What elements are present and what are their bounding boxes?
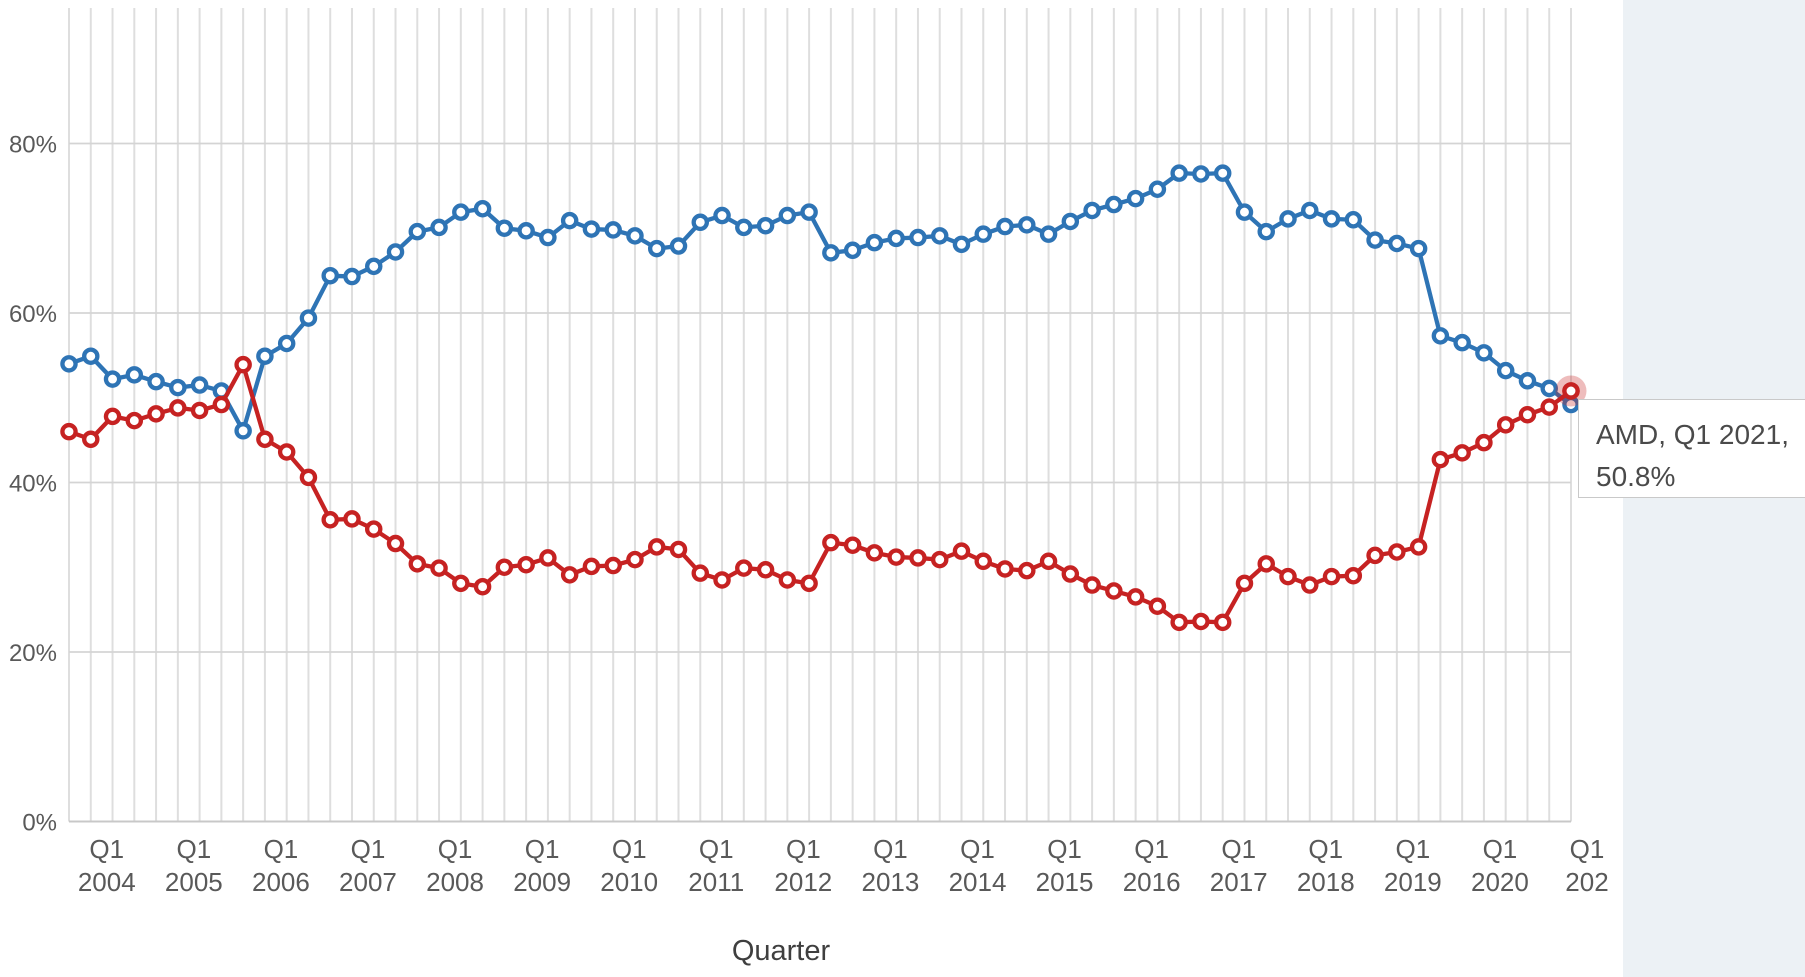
svg-text:Q1: Q1 [176,834,211,864]
svg-text:Q1: Q1 [438,834,473,864]
svg-text:Q1: Q1 [612,834,647,864]
svg-text:Q1: Q1 [960,834,995,864]
svg-text:20%: 20% [9,640,57,667]
svg-text:2009: 2009 [513,867,571,897]
intel-series [60,164,1580,440]
svg-text:2019: 2019 [1384,867,1442,897]
svg-text:Q1: Q1 [1570,834,1605,864]
svg-text:Q1: Q1 [525,834,560,864]
svg-text:2016: 2016 [1123,867,1181,897]
svg-text:Q1: Q1 [786,834,821,864]
amd-series [60,355,1580,632]
svg-text:80%: 80% [9,131,57,158]
svg-text:Q1: Q1 [89,834,124,864]
svg-text:Q1: Q1 [873,834,908,864]
highlighted-point[interactable] [1555,375,1587,407]
svg-text:2018: 2018 [1297,867,1355,897]
svg-text:2017: 2017 [1210,867,1268,897]
x-gridlines [68,8,1572,822]
svg-text:Q1: Q1 [1308,834,1343,864]
svg-text:Q1: Q1 [1483,834,1518,864]
x-tick-labels: Q12004Q12005Q12006Q12007Q12008Q12009Q120… [78,834,1609,897]
svg-text:Q1: Q1 [699,834,734,864]
y-gridlines [69,142,1571,823]
chart-svg[interactable]: 0%20%40%60%80% Q12004Q12005Q12006Q12007Q… [0,0,1623,977]
svg-text:2015: 2015 [1036,867,1094,897]
svg-text:Q1: Q1 [1047,834,1082,864]
svg-text:60%: 60% [9,301,57,328]
svg-text:202: 202 [1565,867,1608,897]
svg-text:2010: 2010 [600,867,658,897]
svg-text:2012: 2012 [774,867,832,897]
tooltip-line1: AMD, Q1 2021, [1596,419,1789,450]
svg-text:2006: 2006 [252,867,310,897]
svg-text:0%: 0% [22,810,57,837]
y-tick-labels: 0% 20% 40% 60% 80% [9,131,57,836]
svg-text:Q1: Q1 [1221,834,1256,864]
svg-text:2007: 2007 [339,867,397,897]
svg-text:40%: 40% [9,470,57,497]
svg-text:Q1: Q1 [351,834,386,864]
svg-text:2005: 2005 [165,867,223,897]
svg-text:2013: 2013 [861,867,919,897]
svg-text:Q1: Q1 [264,834,299,864]
svg-text:2020: 2020 [1471,867,1529,897]
tooltip-line2: 50.8% [1596,461,1676,492]
tooltip: AMD, Q1 2021, 50.8% [1578,399,1805,498]
svg-text:Q1: Q1 [1396,834,1431,864]
svg-text:2014: 2014 [949,867,1007,897]
svg-text:2004: 2004 [78,867,136,897]
x-axis-title: Quarter [732,935,831,967]
svg-text:Q1: Q1 [1134,834,1169,864]
svg-text:2011: 2011 [688,867,744,897]
svg-text:2008: 2008 [426,867,484,897]
